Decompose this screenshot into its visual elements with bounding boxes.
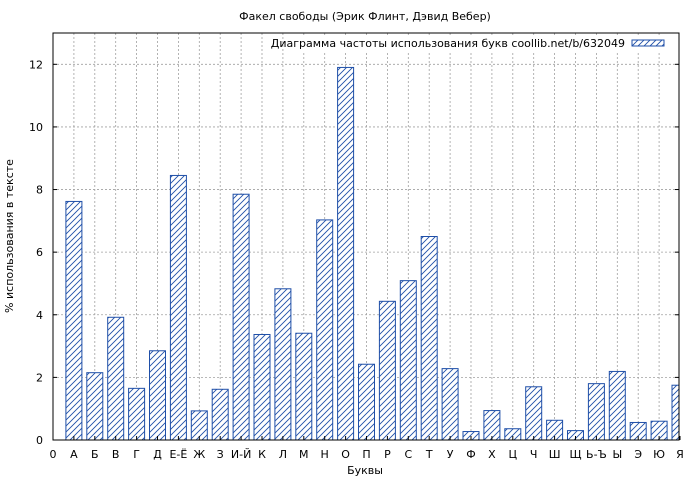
x-tick-label: Э: [634, 448, 642, 461]
ticks: 0 А Б В Г Д Е-Ё Ж З И-Й К Л М Н О П Р С Т У Ф Х Ц Ч Ш Щ Ь-Ъ Ы Э Ю Я024…: [29, 58, 684, 461]
bar: [483, 410, 501, 441]
legend: Диаграмма частоты использования букв coo…: [271, 36, 676, 51]
bar: [608, 370, 626, 441]
x-tick-label: М: [299, 448, 309, 461]
bar: [441, 368, 459, 441]
bar: [337, 66, 355, 441]
y-tick-label: 8: [36, 184, 43, 197]
bar: [169, 174, 187, 441]
x-tick-label: В: [112, 448, 120, 461]
x-tick-label: 0: [50, 448, 57, 461]
bar: [399, 280, 417, 441]
bar: [128, 387, 146, 441]
bar: [671, 384, 680, 441]
x-tick-label: Т: [425, 448, 433, 461]
x-tick-label: Л: [279, 448, 287, 461]
x-tick-label: Ы: [612, 448, 622, 461]
x-tick-label: О: [341, 448, 350, 461]
x-tick-label: Ж: [193, 448, 205, 461]
chart-title: Факел свободы (Эрик Флинт, Дэвид Вебер): [239, 10, 491, 23]
bar: [316, 219, 334, 441]
bar: [525, 386, 543, 441]
legend-label: Диаграмма частоты использования букв coo…: [271, 37, 625, 50]
x-tick-label: Я: [676, 448, 684, 461]
x-tick-label: З: [217, 448, 224, 461]
x-tick-label: С: [404, 448, 412, 461]
bar: [149, 350, 166, 441]
bar: [86, 372, 104, 441]
bar: [65, 200, 83, 441]
y-tick-label: 12: [29, 58, 43, 71]
x-tick-label: Ю: [653, 448, 665, 461]
bar: [378, 300, 396, 441]
bar: [211, 388, 229, 441]
x-tick-label: Е-Ё: [169, 448, 187, 461]
x-tick-label: Р: [384, 448, 391, 461]
y-tick-label: 2: [36, 371, 43, 384]
bar: [358, 363, 375, 441]
bar: [295, 332, 313, 441]
x-tick-label: А: [70, 448, 78, 461]
y-tick-label: 4: [36, 309, 43, 322]
y-tick-label: 0: [36, 434, 43, 447]
x-tick-label: Ч: [530, 448, 538, 461]
bar: [190, 410, 208, 441]
x-tick-label: И-Й: [231, 448, 251, 461]
legend-swatch: [631, 39, 665, 47]
x-tick-label: У: [447, 448, 454, 461]
x-tick-label: Н: [321, 448, 329, 461]
x-tick-label: Ь-Ъ: [586, 448, 607, 461]
x-tick-label: Д: [153, 448, 162, 461]
bar: [107, 316, 125, 441]
x-axis-label: Буквы: [347, 464, 383, 477]
x-tick-label: П: [362, 448, 370, 461]
bars: [65, 66, 680, 441]
x-tick-label: Ф: [466, 448, 475, 461]
bar: [232, 193, 250, 441]
x-tick-label: Б: [91, 448, 99, 461]
bar: [274, 288, 292, 441]
x-tick-label: Х: [488, 448, 496, 461]
x-tick-label: Ш: [549, 448, 561, 461]
x-tick-label: К: [258, 448, 266, 461]
bar: [420, 236, 438, 441]
legend-background: [284, 36, 676, 51]
y-tick-label: 6: [36, 246, 43, 259]
y-axis-label: % использования в тексте: [3, 159, 16, 313]
x-tick-label: Г: [133, 448, 140, 461]
x-tick-label: Щ: [569, 448, 581, 461]
bar: [253, 333, 271, 441]
x-tick-label: Ц: [509, 448, 518, 461]
bar: [587, 383, 605, 441]
y-tick-label: 10: [29, 121, 43, 134]
